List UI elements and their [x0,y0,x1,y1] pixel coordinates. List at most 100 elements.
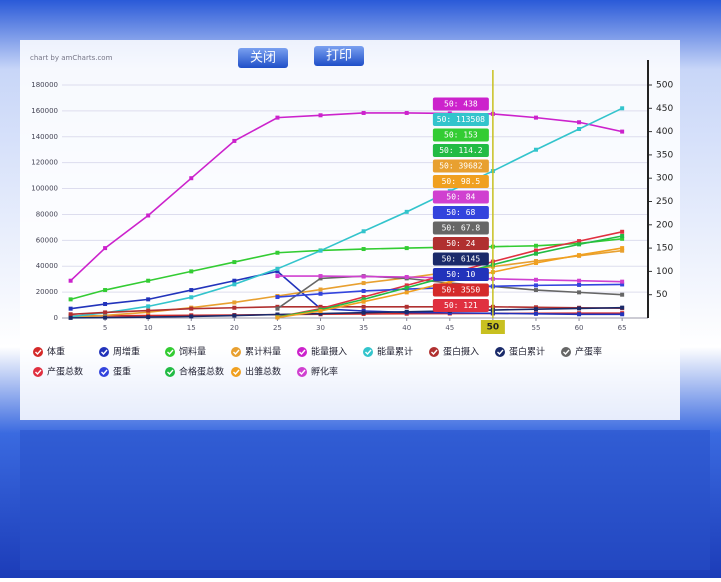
point [404,290,409,295]
x-tick-label: 40 [402,324,411,332]
series-line [70,270,623,316]
point [232,278,237,283]
point [318,309,323,314]
point [361,297,366,302]
point [232,282,237,287]
balloon-label: 50: 153 [444,131,478,140]
point [404,209,409,214]
y-tick-label: 140000 [31,133,58,141]
point [533,277,538,282]
point [620,236,625,241]
y2-tick-label: 450 [656,104,673,114]
legend-marker [429,347,439,357]
x-tick-label: 10 [144,324,153,332]
y-tick-label: 180000 [31,81,58,89]
legend-label: 蛋白累计 [509,346,545,358]
legend-check [365,349,372,356]
point [275,295,280,300]
legend-label: 能量累计 [377,346,413,358]
legend-label: 出雏总数 [245,366,281,378]
credit: chart by amCharts.com [30,54,113,62]
balloon-label: 50: 68 [446,208,475,217]
legend-label: 合格蛋总数 [179,366,224,378]
point [577,127,582,132]
print-button[interactable] [314,46,364,66]
series-line [70,306,623,319]
point [275,312,280,317]
point [361,247,366,252]
legend-marker [297,367,307,377]
point [361,110,366,115]
x-tick-label: 55 [532,324,541,332]
point [620,106,625,111]
point [189,314,194,319]
y-tick-label: 80000 [36,210,58,218]
y-tick-label: 20000 [36,288,58,296]
point [533,288,538,293]
legend-label: 累计料量 [245,346,281,358]
point [361,229,366,234]
point [146,308,151,313]
point [275,250,280,255]
point [577,242,582,247]
legend-check [563,349,570,356]
point [361,281,366,286]
legend-label: 能量摄入 [311,346,347,358]
x-tick-label: 30 [316,324,325,332]
balloon-label: 50: 3550 [442,286,481,295]
point [318,248,323,253]
close-button[interactable] [238,48,288,68]
legend-marker [33,367,43,377]
y-tick-label: 160000 [31,107,58,115]
point [275,306,280,311]
balloon [432,159,489,173]
point [577,278,582,283]
point [68,312,73,317]
point [275,269,280,274]
point [361,288,366,293]
balloon-label: 50: 98.5 [442,177,481,186]
reflection [20,430,710,570]
point [404,309,409,314]
legend-check [35,369,42,376]
legend-check [233,369,240,376]
y2-tick-label: 250 [656,197,673,207]
point [189,295,194,300]
point [189,269,194,274]
point [318,274,323,279]
print-button-label[interactable]: 打印 [326,49,352,64]
legend-label: 周增重 [113,346,140,358]
legend-marker [495,347,505,357]
legend-label: 蛋重 [113,366,131,378]
point [577,282,582,287]
balloon [432,221,489,235]
close-button-label[interactable]: 关闭 [250,51,276,66]
y2-tick-label: 300 [656,174,673,184]
y2-tick-label: 200 [656,220,673,230]
point [275,315,280,320]
point [577,120,582,125]
legend-marker [231,347,241,357]
legend-label: 产蛋率 [575,346,602,358]
balloon-label: 50: 6145 [442,255,481,264]
point [146,213,151,218]
point [447,279,452,284]
balloon [432,252,489,266]
point [404,283,409,288]
series-line [70,249,623,319]
balloon [432,113,489,126]
point [103,302,108,307]
y2-tick-label: 50 [656,290,668,300]
point [68,278,73,283]
point [620,233,625,238]
balloon [432,144,489,157]
point [577,306,582,311]
balloon-label: 50: 114.2 [439,146,483,155]
legend-check [299,349,306,356]
x-tick-label: 60 [575,324,584,332]
point [275,115,280,120]
point [318,276,323,281]
balloon-label: 50: 113508 [437,115,485,124]
point [620,292,625,297]
